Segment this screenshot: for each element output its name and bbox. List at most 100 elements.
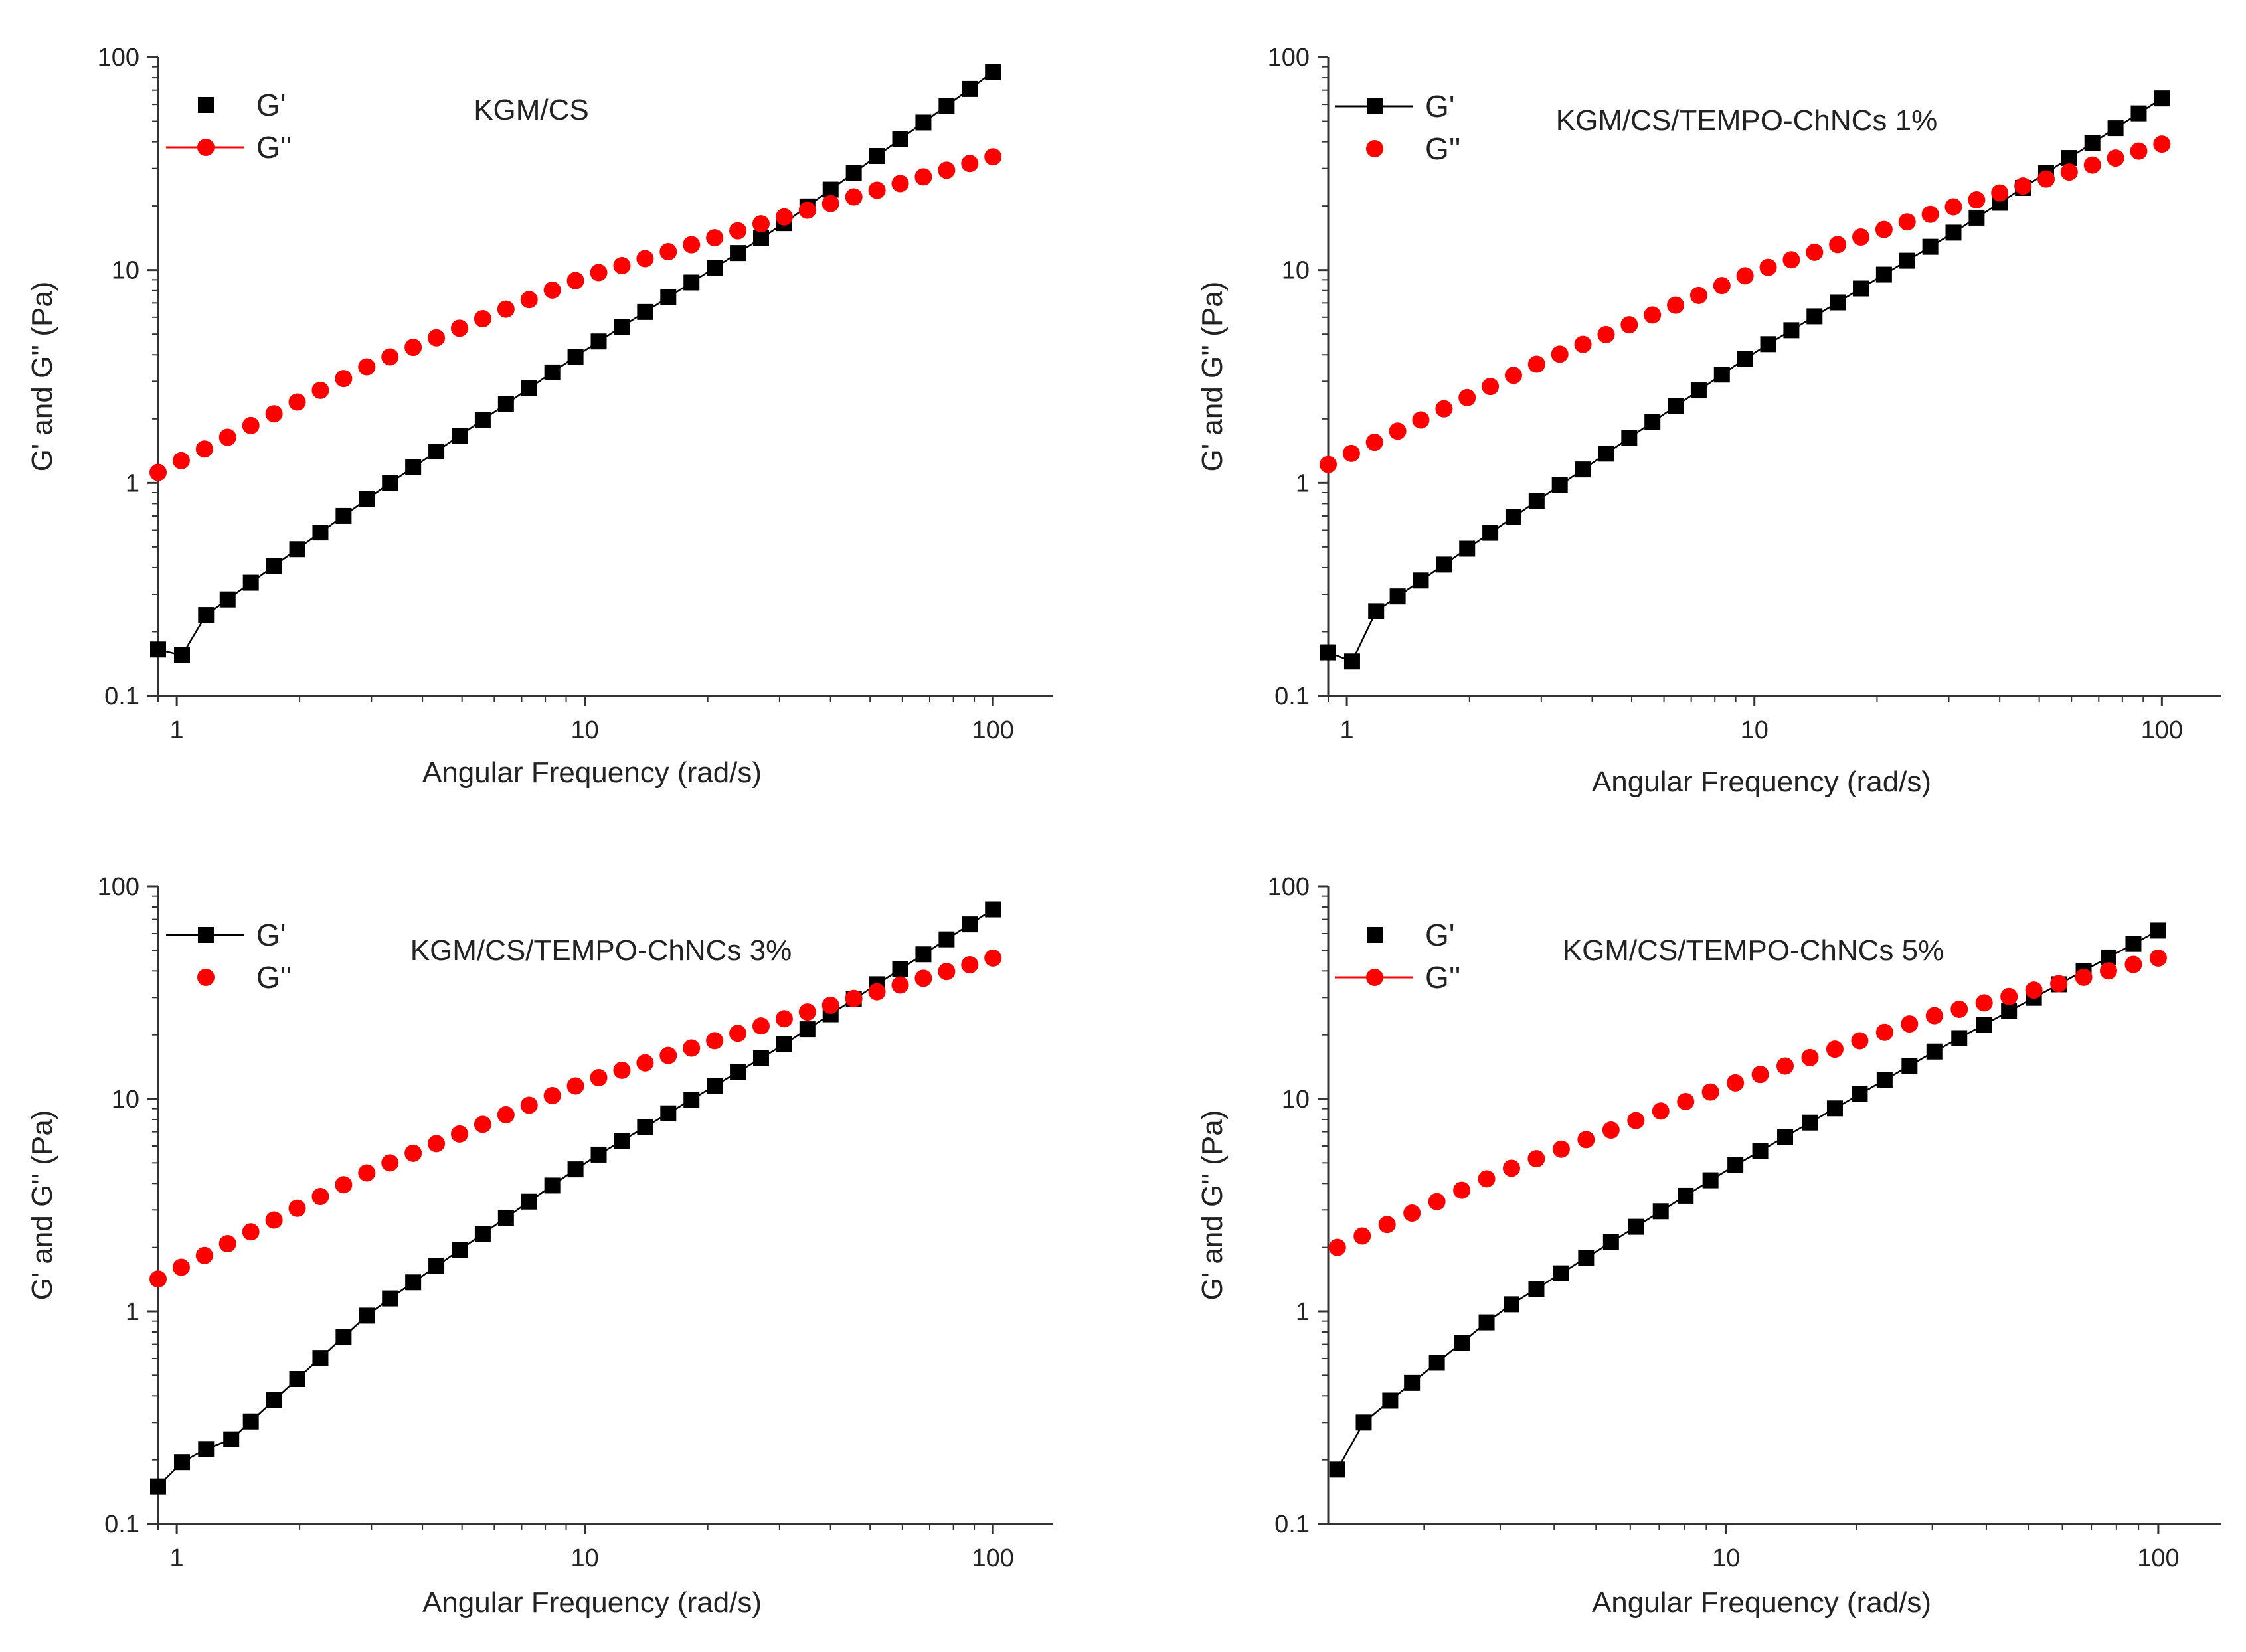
data-point-circle: [752, 1017, 770, 1035]
x-axis-title: Angular Frequency (rad/s): [422, 1586, 762, 1619]
data-point-square: [1702, 1172, 1719, 1189]
data-point-circle: [1602, 1121, 1620, 1139]
data-point-square: [266, 558, 282, 574]
y-axis-title: G' and G'' (Pa): [26, 282, 58, 472]
data-point-square: [1320, 644, 1336, 661]
data-point-circle: [752, 215, 770, 233]
data-point-square: [1389, 588, 1406, 605]
data-point-square: [1875, 266, 1892, 283]
data-point-circle: [613, 1061, 631, 1079]
data-point-square: [730, 245, 746, 262]
data-point-square: [1752, 1143, 1769, 1159]
data-point-square: [289, 541, 305, 558]
data-point-circle: [1944, 198, 1962, 216]
data-point-circle: [311, 381, 329, 399]
data-point-circle: [1701, 1083, 1719, 1101]
data-point-circle: [659, 1046, 677, 1064]
data-point-circle: [683, 1039, 701, 1057]
data-point-circle: [335, 370, 353, 388]
data-point-square: [1727, 1157, 1744, 1173]
data-point-circle: [706, 1032, 724, 1050]
data-point-square: [242, 1413, 259, 1430]
data-point-square: [707, 1078, 723, 1094]
data-point-square: [1760, 336, 1776, 353]
data-point-square: [915, 114, 932, 131]
data-point-square: [1644, 414, 1661, 430]
data-point-square: [660, 1105, 677, 1121]
data-point-circle: [358, 1164, 376, 1182]
data-point-circle: [543, 281, 561, 299]
data-point-circle: [821, 195, 839, 212]
data-point-square: [1343, 653, 1360, 670]
data-point-circle: [1829, 236, 1847, 254]
data-point-circle: [242, 1223, 260, 1241]
data-point-square: [707, 260, 723, 276]
x-tick-label: 1: [1340, 716, 1354, 744]
legend-label: G'': [256, 130, 292, 165]
data-point-circle: [845, 188, 863, 206]
data-point-circle: [1412, 411, 1430, 429]
legend: G' G'': [1335, 918, 1460, 995]
data-point-square: [2130, 105, 2147, 122]
data-point-circle: [1597, 325, 1615, 343]
x-tick-label: 10: [571, 716, 599, 744]
data-point-circle: [1453, 1181, 1471, 1199]
y-tick-label: 0.1: [1274, 1511, 1310, 1538]
data-point-square: [985, 901, 1001, 918]
data-point-square: [1802, 1114, 1818, 1131]
data-point-square: [938, 931, 955, 948]
data-point-square: [289, 1371, 305, 1388]
x-tick-label: 100: [2137, 1544, 2179, 1572]
data-point-square: [428, 444, 445, 460]
y-tick-label: 10: [112, 257, 139, 285]
data-point-square: [962, 80, 978, 97]
data-point-circle: [195, 1246, 213, 1264]
data-point-square: [1628, 1218, 1644, 1235]
series-g-prime: [1329, 922, 2166, 1478]
data-point-square: [822, 181, 839, 198]
data-point-circle: [590, 1069, 608, 1087]
data-point-circle: [2130, 142, 2148, 160]
data-point-circle: [1320, 455, 1337, 473]
data-point-square: [1551, 477, 1568, 493]
data-point-circle: [2107, 149, 2124, 167]
data-point-square: [1413, 572, 1429, 589]
data-point-square: [312, 525, 329, 541]
legend: G' G'': [166, 88, 292, 165]
data-point-circle: [961, 155, 979, 173]
data-point-square: [1368, 603, 1385, 620]
panel-title: KGM/CS/TEMPO-ChNCs 3%: [410, 934, 792, 967]
data-point-square: [1826, 1100, 1843, 1117]
data-point-square: [150, 641, 166, 658]
data-point-square: [1454, 1335, 1470, 1351]
panel-title: KGM/CS/TEMPO-ChNCs 1%: [1556, 104, 1938, 137]
y-axis-title: G' and G'' (Pa): [1196, 1110, 1229, 1301]
x-tick-label: 1: [170, 716, 184, 744]
data-point-square: [242, 574, 259, 591]
x-tick-label: 1: [170, 1544, 184, 1572]
data-point-square: [174, 647, 191, 663]
data-point-square: [1922, 238, 1939, 255]
data-point-circle: [868, 983, 886, 1001]
data-point-square: [660, 289, 677, 305]
data-point-circle: [659, 243, 677, 261]
data-point-square: [544, 1177, 561, 1194]
data-point-circle: [2075, 968, 2093, 986]
data-point-circle: [1627, 1112, 1645, 1129]
data-point-square: [150, 1478, 166, 1495]
data-point-circle: [1620, 316, 1638, 334]
data-point-square: [1926, 1043, 1943, 1060]
data-point-circle: [195, 440, 213, 458]
data-point-square: [1737, 351, 1753, 367]
y-tick-label: 100: [98, 44, 139, 72]
data-point-circle: [1378, 1216, 1396, 1234]
data-point-square: [405, 1274, 422, 1291]
data-point-square: [590, 1146, 607, 1163]
data-point-circle: [1875, 1023, 1893, 1041]
data-point-square: [521, 1193, 537, 1210]
y-tick-label: 0.1: [104, 1511, 139, 1538]
data-point-square: [915, 946, 932, 963]
x-tick-label: 10: [1712, 1544, 1740, 1572]
data-point-circle: [798, 1003, 816, 1021]
data-point-circle: [1801, 1048, 1819, 1066]
